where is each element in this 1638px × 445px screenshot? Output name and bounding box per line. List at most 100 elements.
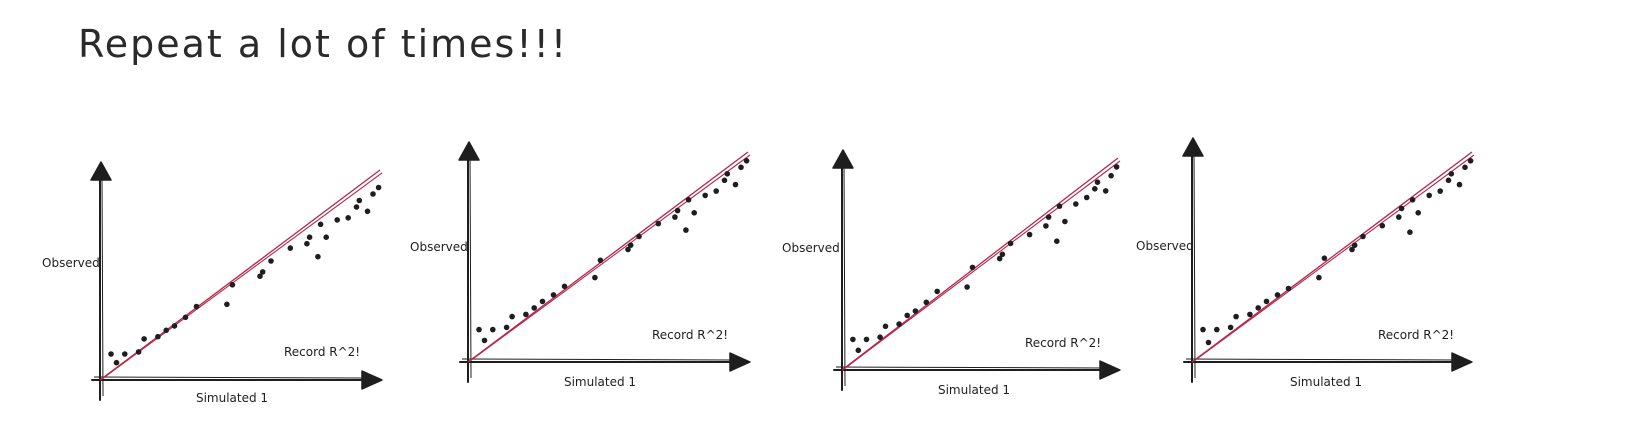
scatter-panel-2: Observed Simulated 1 Record R^2! [410, 141, 751, 389]
y-axis-arrowhead [832, 149, 854, 169]
data-point [1102, 188, 1109, 194]
data-point [370, 191, 376, 197]
data-point [732, 181, 739, 188]
data-point [1407, 229, 1413, 235]
data-point [323, 234, 330, 240]
data-point [1426, 192, 1432, 199]
x-axis-sketch-line [461, 358, 733, 361]
data-point [1043, 223, 1049, 229]
data-point [1007, 240, 1014, 247]
scatter-panel-3: Observed Simulated 1 Record R^2! [782, 149, 1121, 397]
x-axis-arrowhead [1451, 352, 1473, 372]
fit-line [1191, 151, 1473, 363]
data-point [155, 333, 161, 340]
data-point [1285, 285, 1292, 292]
data-point [1233, 313, 1239, 320]
data-point [969, 264, 976, 271]
scatter-panel-1: Observed Simulated 1 Record R^2! [42, 161, 383, 405]
data-point [334, 217, 341, 223]
x-axis-label: Simulated 1 [196, 391, 268, 405]
x-axis-label: Simulated 1 [938, 383, 1010, 397]
data-point [304, 240, 310, 247]
fit-line [467, 151, 749, 363]
data-point [1437, 188, 1443, 194]
data-point [171, 323, 178, 329]
y-axis-label: Observed [410, 240, 468, 254]
data-point [999, 251, 1006, 258]
record-r2-annotation: Record R^2! [1378, 328, 1454, 342]
data-point [1108, 172, 1114, 179]
data-point [1263, 298, 1270, 305]
data-point [738, 164, 744, 171]
data-point [503, 324, 510, 331]
data-point [135, 349, 142, 355]
data-point [1062, 218, 1068, 225]
data-point [1351, 242, 1358, 248]
data-point [523, 311, 529, 318]
data-point [345, 215, 352, 221]
fit-line-sketch [843, 160, 1121, 370]
data-point [550, 292, 557, 298]
x-axis-arrowhead [1099, 360, 1121, 380]
data-point [108, 351, 114, 357]
data-point [636, 233, 642, 240]
data-point [597, 257, 604, 264]
data-point [1321, 255, 1328, 261]
data-point [490, 326, 496, 333]
data-point [257, 273, 263, 280]
data-point [182, 314, 189, 321]
data-point [1349, 246, 1355, 253]
data-point [877, 334, 883, 341]
data-point [353, 204, 360, 210]
data-point [1462, 164, 1468, 171]
data-point [1360, 233, 1366, 240]
data-point [1056, 203, 1063, 209]
data-point [317, 221, 324, 228]
data-point [1445, 177, 1452, 184]
data-point [1094, 179, 1101, 185]
data-point [1396, 214, 1402, 220]
data-point [1045, 214, 1052, 220]
data-point [672, 214, 678, 220]
data-point [1255, 305, 1261, 311]
data-point [923, 299, 930, 306]
data-point [691, 210, 697, 216]
data-point [1026, 231, 1033, 238]
y-axis-sketch-line [101, 177, 104, 397]
x-axis-sketch-line [1185, 358, 1455, 361]
data-point [509, 313, 515, 320]
data-point [713, 188, 719, 194]
y-axis-sketch-line [469, 157, 472, 379]
data-point [592, 274, 598, 281]
data-point [1113, 164, 1120, 170]
data-point [1092, 186, 1098, 192]
y-axis-arrowhead [1182, 137, 1204, 157]
data-point [743, 158, 750, 164]
data-point [863, 336, 870, 343]
data-point [674, 207, 681, 214]
data-point [1227, 324, 1234, 331]
fit-line-sketch [101, 172, 383, 380]
data-point [850, 336, 856, 343]
data-point [364, 208, 371, 215]
data-point [375, 184, 382, 191]
data-point [1409, 197, 1416, 203]
data-point [1415, 210, 1421, 216]
data-point [655, 220, 662, 227]
record-r2-annotation: Record R^2! [284, 345, 360, 359]
fit-line-sketch [469, 154, 751, 362]
fit-line [99, 169, 381, 381]
data-point [561, 283, 568, 290]
data-point [287, 245, 294, 251]
data-point [996, 255, 1003, 262]
y-axis-label: Observed [1136, 239, 1194, 253]
x-axis-arrowhead [361, 370, 383, 390]
y-axis-sketch-line [1193, 153, 1196, 379]
data-point [163, 327, 169, 334]
y-axis-arrowhead [458, 141, 480, 161]
data-point [855, 347, 862, 354]
data-point [141, 336, 147, 342]
data-point [904, 312, 910, 319]
y-axis-sketch-line [843, 165, 846, 387]
